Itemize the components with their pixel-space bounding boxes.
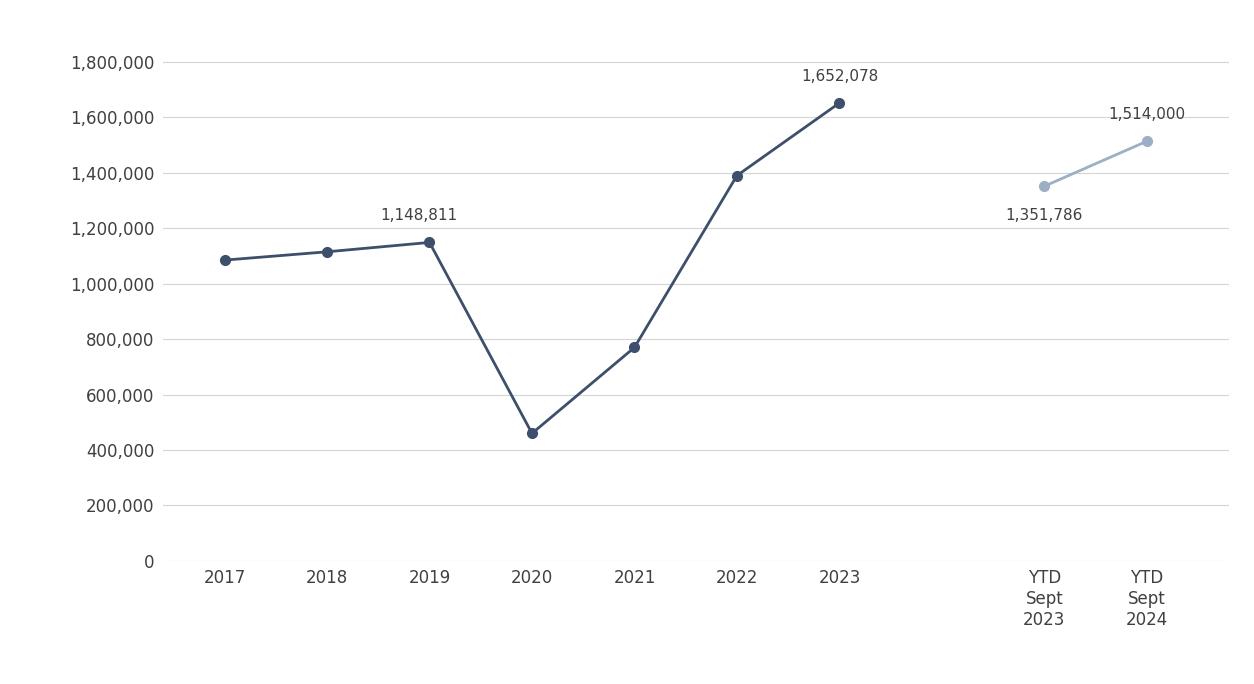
Text: 1,652,078: 1,652,078 (801, 68, 878, 83)
Text: 1,514,000: 1,514,000 (1109, 107, 1185, 122)
Text: 1,351,786: 1,351,786 (1006, 209, 1083, 224)
Text: 1,148,811: 1,148,811 (381, 208, 458, 223)
